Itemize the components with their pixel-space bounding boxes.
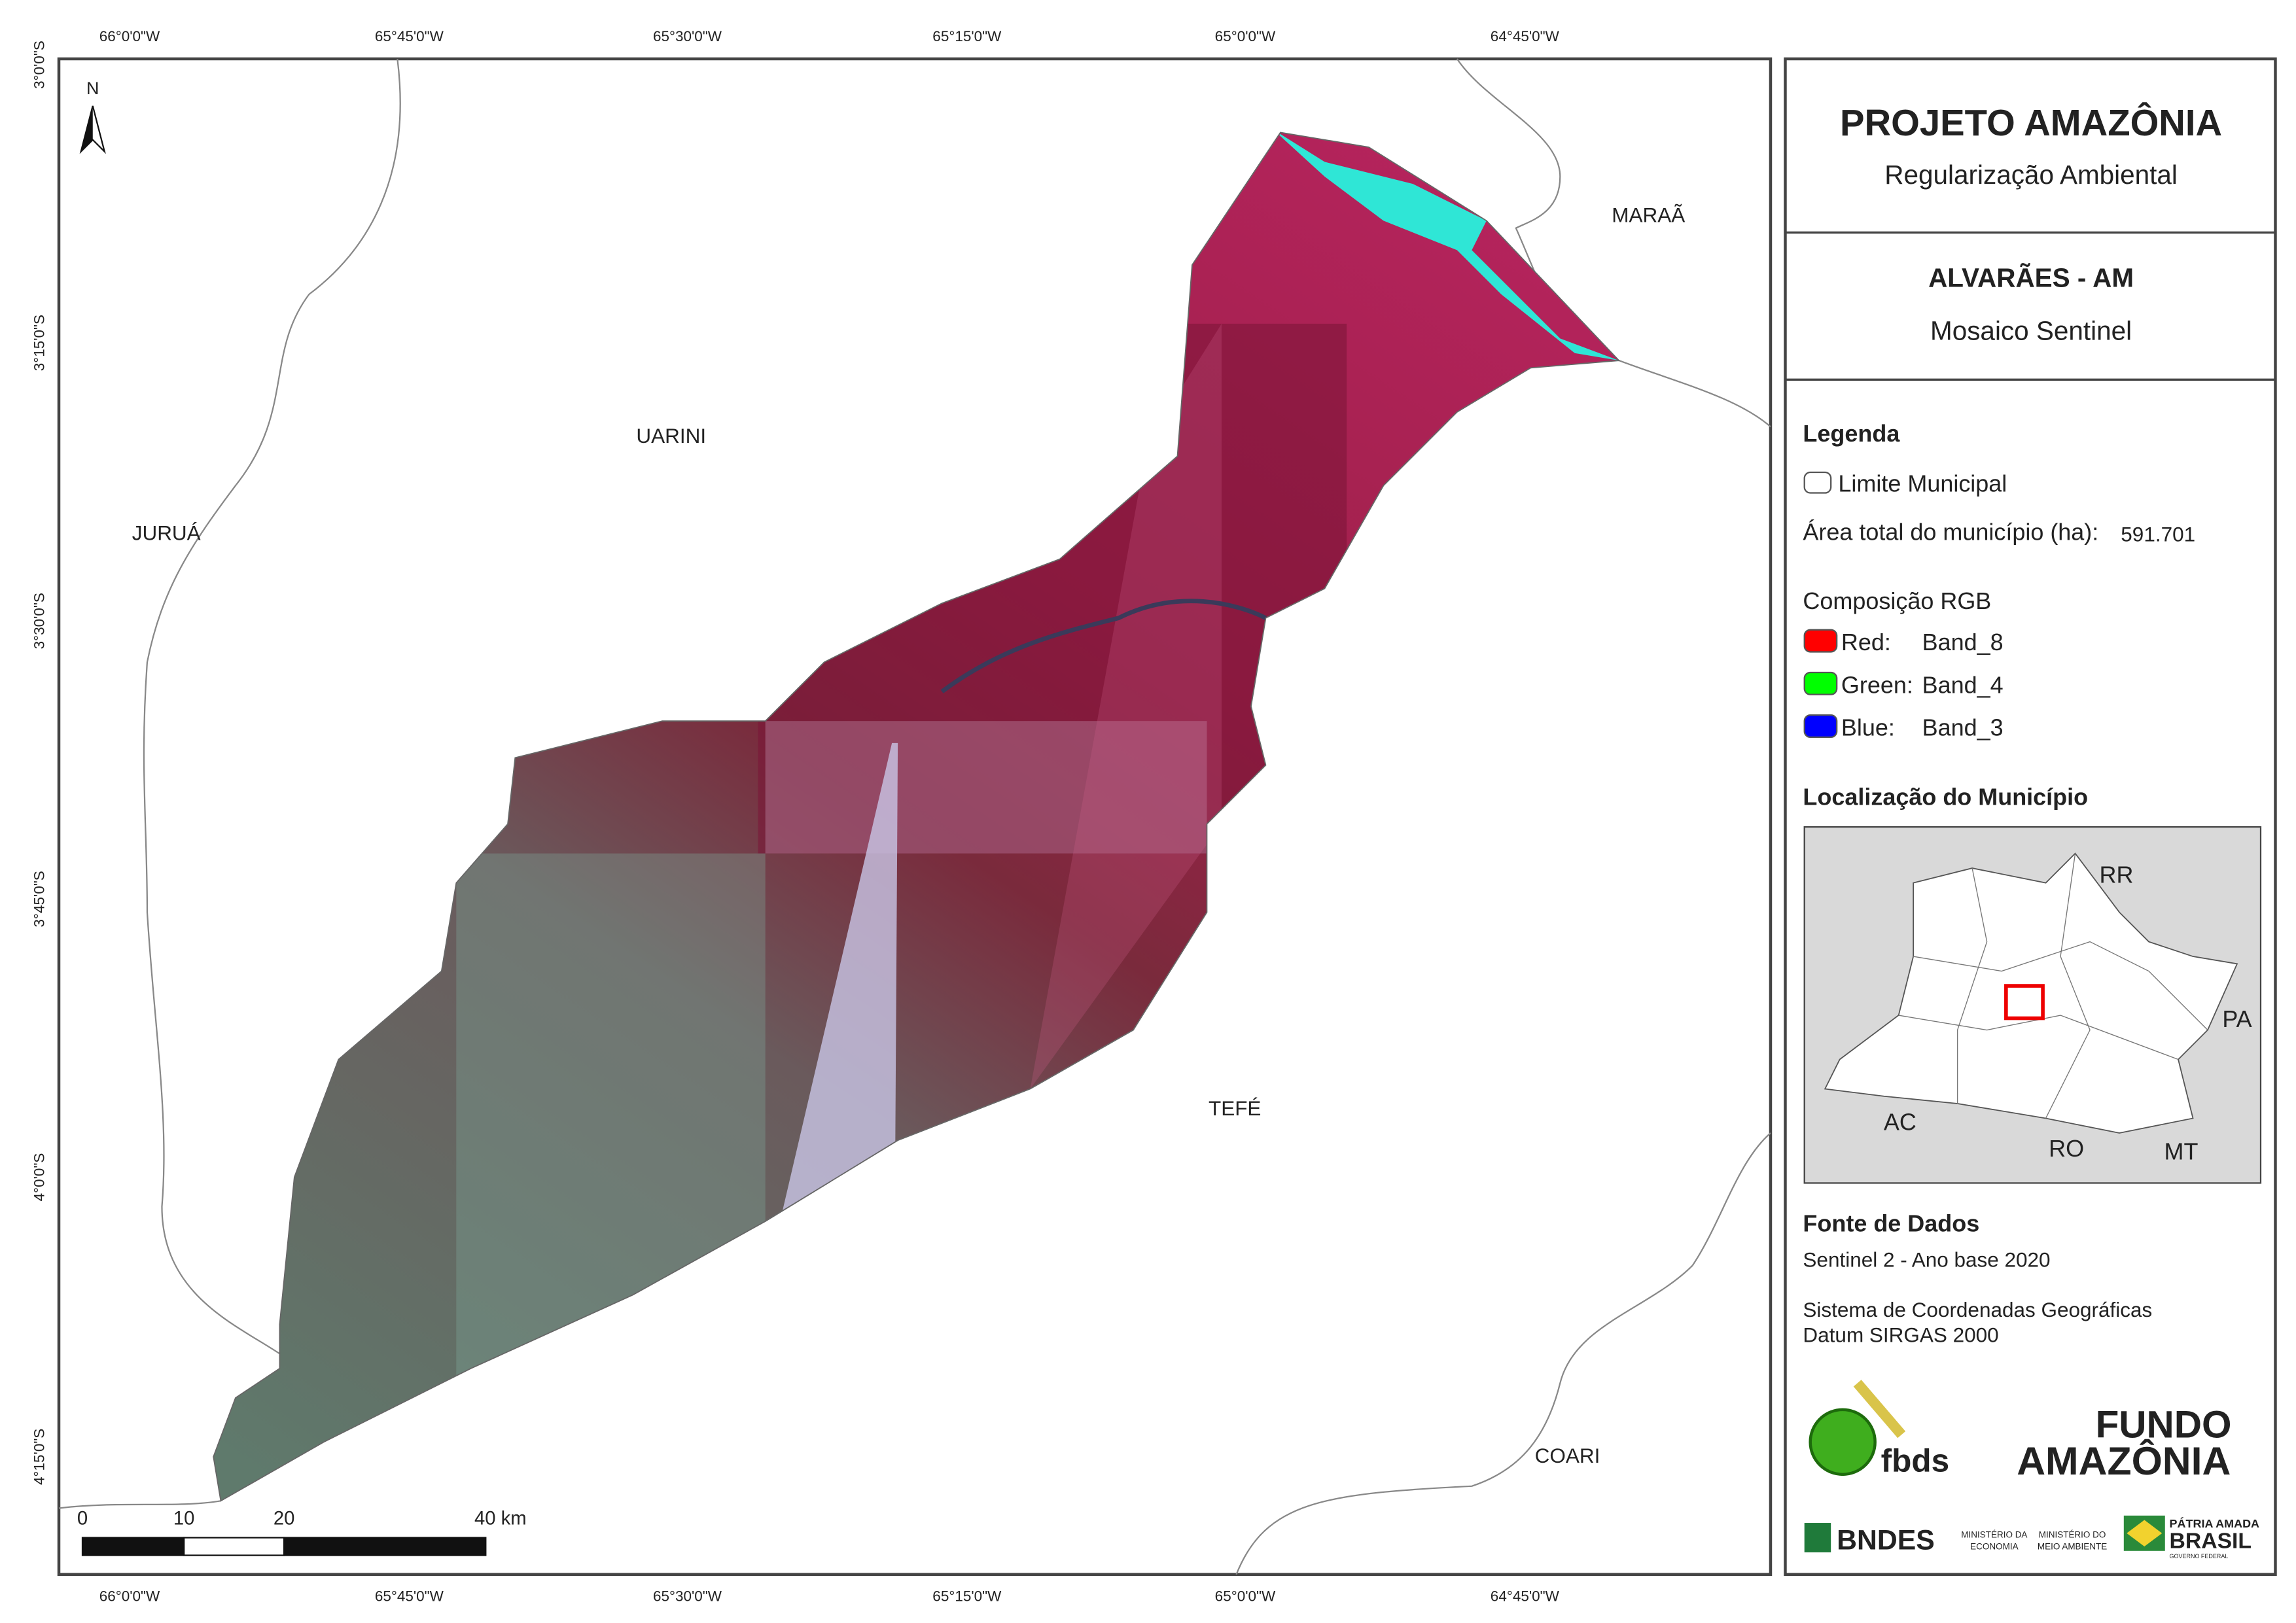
municipality-name: ALVARÃES - AM — [1928, 263, 2134, 293]
gov-text: GOVERNO FEDERAL — [2170, 1553, 2229, 1560]
grid-label: 4°15'0"S — [31, 1429, 48, 1485]
panel-title: PROJETO AMAZÔNIA — [1840, 102, 2222, 143]
band-name: Band_3 — [1922, 714, 2004, 741]
municipality-boundary — [213, 131, 1621, 1502]
grid-label: 64°45'0"W — [1491, 28, 1560, 44]
sources-title: Fonte de Dados — [1803, 1210, 1979, 1237]
band-name: Band_8 — [1922, 629, 2004, 655]
state-label: RR — [2100, 862, 2134, 888]
source-line: Sistema de Coordenadas Geográficas — [1803, 1298, 2152, 1321]
ministry-text: MEIO AMBIENTE — [2038, 1542, 2107, 1552]
rgb-title: Composição RGB — [1803, 587, 1991, 614]
product-name: Mosaico Sentinel — [1930, 316, 2132, 346]
grid-label: 65°45'0"W — [375, 1588, 444, 1604]
state-label: RO — [2049, 1135, 2084, 1162]
grid-label: 65°30'0"W — [653, 1588, 722, 1604]
fbds-text: fbds — [1881, 1442, 1949, 1478]
amazonas-state — [1824, 852, 2238, 1134]
state-label: MT — [2164, 1138, 2199, 1164]
band-channel: Green: — [1841, 671, 1913, 698]
grid-label: 65°15'0"W — [932, 28, 1002, 44]
state-label: AC — [1884, 1108, 1916, 1135]
place-label: JURUÁ — [132, 521, 201, 545]
area-value: 591.701 — [2121, 523, 2195, 546]
band-channel: Red: — [1841, 629, 1891, 655]
grid-label: 66°0'0"W — [99, 1588, 160, 1604]
north-label: N — [86, 79, 99, 98]
gov-text: PÁTRIA AMADA — [2170, 1516, 2260, 1530]
boundary-swatch — [1803, 471, 1832, 494]
place-label: UARINI — [636, 424, 706, 447]
grid-label: 3°0'0"S — [31, 41, 48, 89]
ministry-text: MINISTÉRIO DA — [1961, 1530, 2027, 1540]
source-line: Datum SIRGAS 2000 — [1803, 1323, 1998, 1346]
grid-label: 65°15'0"W — [932, 1588, 1002, 1604]
gov-text: BRASIL — [2170, 1528, 2252, 1553]
place-label: MARAÃ — [1612, 203, 1685, 227]
legend-title: Legenda — [1803, 420, 1900, 447]
place-label: COARI — [1535, 1444, 1600, 1467]
state-label: PA — [2222, 1005, 2252, 1032]
legend-item: Limite Municipal — [1838, 470, 2007, 497]
bndes-text: BNDES — [1837, 1525, 1935, 1556]
fundo-text: FUNDO — [2096, 1404, 2232, 1446]
band-swatch — [1803, 714, 1838, 739]
fundo-text: AMAZÔNIA — [2017, 1439, 2231, 1483]
scale-label: 10 — [173, 1508, 195, 1529]
location-marker — [2004, 984, 2045, 1021]
grid-label: 65°30'0"W — [653, 28, 722, 44]
scale-segment — [183, 1537, 285, 1556]
band-swatch — [1803, 671, 1838, 695]
scale-segment — [283, 1537, 487, 1556]
place-label: TEFÉ — [1209, 1096, 1261, 1120]
grid-label: 66°0'0"W — [99, 28, 160, 44]
grid-label: 64°45'0"W — [1491, 1588, 1560, 1604]
band-name: Band_4 — [1922, 671, 2004, 698]
ministry-text: ECONOMIA — [1970, 1542, 2018, 1552]
side-panel — [1784, 57, 2277, 1577]
grid-label: 3°30'0"S — [31, 593, 48, 649]
grid-label: 3°15'0"S — [31, 315, 48, 371]
grid-label: 3°45'0"S — [31, 871, 48, 927]
fbds-logo — [1809, 1408, 1877, 1476]
grid-label: 4°0'0"S — [31, 1153, 48, 1202]
panel-subtitle: Regularização Ambiental — [1884, 160, 2178, 190]
area-label: Área total do município (ha): — [1803, 519, 2098, 546]
grid-label: 65°45'0"W — [375, 28, 444, 44]
bndes-mark — [1804, 1523, 1831, 1553]
municipal-boundaries — [58, 58, 1771, 1575]
grid-label: 65°0'0"W — [1215, 28, 1276, 44]
band-channel: Blue: — [1841, 714, 1895, 741]
scale-label: 40 km — [474, 1508, 527, 1529]
location-title: Localização do Município — [1803, 783, 2088, 810]
scale-label: 0 — [77, 1508, 88, 1529]
fbds-logo-bar — [1853, 1380, 1906, 1439]
grid-label: 65°0'0"W — [1215, 1588, 1276, 1604]
scale-label: 20 — [274, 1508, 295, 1529]
band-swatch — [1803, 629, 1838, 653]
inset-municipalities — [1898, 853, 2208, 1119]
scale-segment — [81, 1537, 185, 1556]
ministry-text: MINISTÉRIO DO — [2039, 1530, 2106, 1540]
source-line: Sentinel 2 - Ano base 2020 — [1803, 1248, 2050, 1272]
